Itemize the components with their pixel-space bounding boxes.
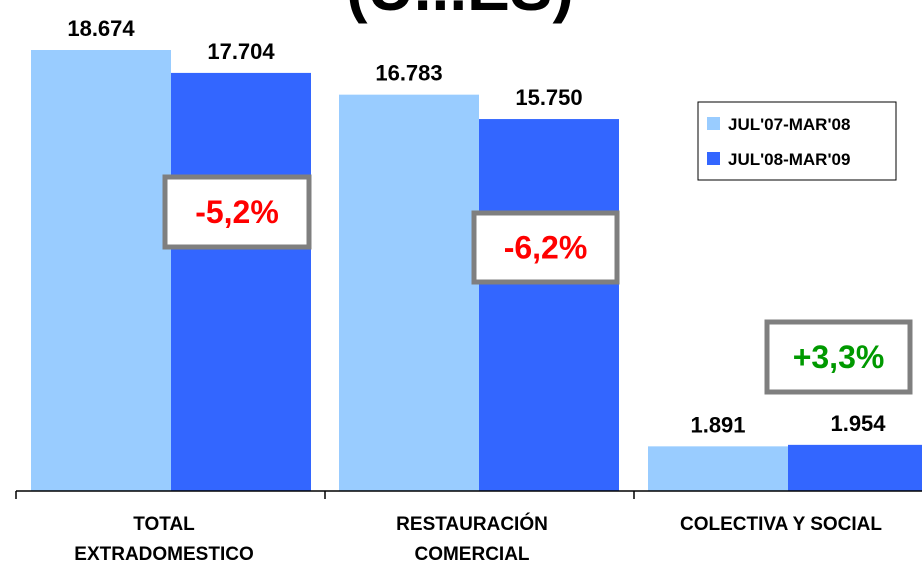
chart-title: (U...ES) bbox=[346, 0, 574, 24]
category-label-1: TOTAL EXTRADOMESTICO bbox=[74, 514, 253, 563]
change-box-2 bbox=[471, 210, 620, 285]
legend: JUL'07-MAR'08 JUL'08-MAR'09 bbox=[697, 101, 897, 181]
change-label-3: +3,3% bbox=[793, 339, 885, 375]
bar-s2-c3 bbox=[788, 444, 922, 491]
legend-label-series-1: JUL'07-MAR'08 bbox=[728, 115, 850, 134]
value-label-s2-c2: 15.750 bbox=[515, 85, 582, 110]
change-box-3 bbox=[764, 319, 913, 395]
legend-frame bbox=[697, 101, 897, 181]
x-axis-ticks bbox=[15, 491, 635, 499]
category-labels-layer: TOTAL EXTRADOMESTICO RESTAURACIÓN COMERCIAL… bbox=[74, 513, 882, 563]
value-label-s2-c1: 17.704 bbox=[207, 39, 275, 64]
legend-swatch-series-1 bbox=[707, 117, 720, 130]
bar-s1-c3 bbox=[648, 446, 788, 491]
value-label-s1-c3: 1.891 bbox=[690, 412, 745, 437]
category-label-3: COLECTIVA Y SOCIAL bbox=[680, 514, 882, 535]
legend-label-series-2: JUL'08-MAR'09 bbox=[728, 150, 850, 169]
bars-layer bbox=[31, 50, 922, 492]
change-label-2: -6,2% bbox=[504, 230, 588, 266]
change-boxes-layer: -5,2% -6,2% +3,3% bbox=[162, 174, 913, 395]
value-label-s1-c2: 16.783 bbox=[375, 61, 442, 86]
change-label-1: -5,2% bbox=[195, 194, 279, 230]
bar-s1-c2 bbox=[339, 94, 479, 491]
value-labels-layer: 18.674 16.783 1.891 17.704 15.750 1.954 bbox=[67, 16, 886, 437]
category-label-2: RESTAURACIÓN COMERCIAL bbox=[396, 513, 548, 563]
change-box-1 bbox=[162, 174, 312, 250]
value-label-s1-c1: 18.674 bbox=[67, 16, 135, 41]
bar-s1-c1 bbox=[31, 50, 171, 491]
bar-s2-c1 bbox=[171, 72, 311, 491]
legend-swatch-series-2 bbox=[707, 152, 720, 165]
bar-s2-c2 bbox=[479, 119, 619, 492]
value-label-s2-c3: 1.954 bbox=[830, 411, 886, 436]
